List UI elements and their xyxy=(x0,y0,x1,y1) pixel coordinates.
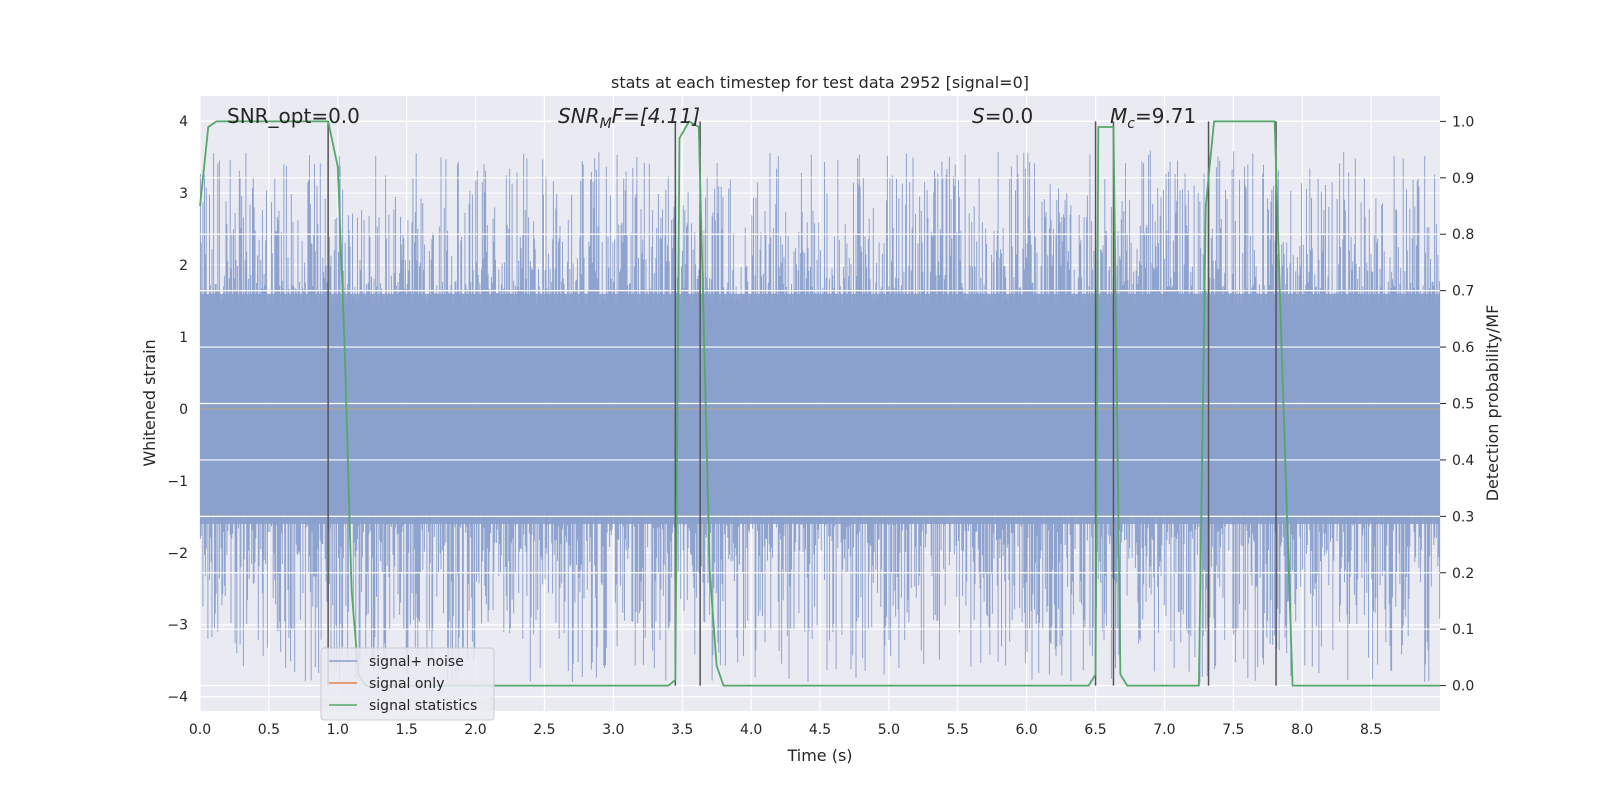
y-tick-label: 4 xyxy=(179,114,188,130)
annotation-mc-symbol: M xyxy=(1110,104,1127,128)
y-tick-label: 2 xyxy=(179,258,188,274)
y2-tick-label: 0.2 xyxy=(1452,566,1474,582)
y-tick-label: −3 xyxy=(167,618,188,634)
signal-statistics-series xyxy=(199,120,1440,687)
x-tick-label: 7.5 xyxy=(1222,722,1244,738)
signal-statistics-line xyxy=(199,120,1440,687)
y-tick-label: 3 xyxy=(179,186,188,202)
annotation-mc-subscript: c xyxy=(1127,116,1135,132)
legend-label-signal-statistics: signal statistics xyxy=(369,698,477,714)
y2-tick-labels: 1.0 0.9 0.8 0.7 0.6 0.5 0.4 0.3 0.2 0.1 0.0 xyxy=(1440,114,1474,695)
x-tick-label: 1.0 xyxy=(327,722,349,738)
annotation-snr-mf-subscript: M xyxy=(600,116,612,132)
chart-title: stats at each timestep for test data 295… xyxy=(611,73,1029,92)
y2-tick-label: 0.5 xyxy=(1452,397,1474,413)
x-tick-label: 2.0 xyxy=(464,722,486,738)
x-tick-label: 3.0 xyxy=(602,722,624,738)
legend: signal+ noise signal only signal statist… xyxy=(320,647,495,721)
annotation-s: S=0.0 xyxy=(972,104,1033,128)
y-tick-label: 0 xyxy=(179,402,188,418)
x-tick-label: 7.0 xyxy=(1153,722,1175,738)
x-tick-label: 6.0 xyxy=(1016,722,1038,738)
y2-tick-label: 0.9 xyxy=(1452,171,1474,187)
annotation-s-value: =0.0 xyxy=(985,104,1034,128)
y-tick-label: −4 xyxy=(167,690,188,706)
x-tick-label: 1.5 xyxy=(396,722,418,738)
x-tick-label: 8.5 xyxy=(1360,722,1382,738)
y-tick-label: 1 xyxy=(179,330,188,346)
y2-tick-label: 0.8 xyxy=(1452,227,1474,243)
x-tick-label: 4.5 xyxy=(809,722,831,738)
annotation-snr-mf: SNRMF=[4.11] xyxy=(558,104,700,132)
x-tick-label: 5.5 xyxy=(947,722,969,738)
annotation-snr-mf-value: F=[4.11] xyxy=(612,104,700,128)
legend-label-signal-noise: signal+ noise xyxy=(369,654,464,670)
y-tick-label: −2 xyxy=(167,546,188,562)
x-tick-label: 8.0 xyxy=(1291,722,1313,738)
x-tick-label: 2.5 xyxy=(533,722,555,738)
x-tick-label: 0.5 xyxy=(258,722,280,738)
annotation-snr-opt: SNR_opt=0.0 xyxy=(227,104,360,128)
x-tick-labels: 0.0 0.5 1.0 1.5 2.0 2.5 3.0 3.5 4.0 4.5 5.0 5.5 6.0 6… xyxy=(189,722,1382,738)
x-tick-label: 6.5 xyxy=(1084,722,1106,738)
legend-box xyxy=(320,647,495,721)
x-tick-label: 4.0 xyxy=(740,722,762,738)
vertical-markers xyxy=(327,121,1277,686)
y2-tick-label: 0.6 xyxy=(1452,340,1474,356)
y2-tick-label: 0.0 xyxy=(1452,679,1474,695)
annotation-mc: Mc=9.71 xyxy=(1110,104,1196,132)
legend-label-signal-only: signal only xyxy=(369,676,444,692)
x-tick-label: 5.0 xyxy=(878,722,900,738)
y2-axis-label: Detection probability/MF xyxy=(1483,305,1502,502)
x-tick-label: 3.5 xyxy=(671,722,693,738)
annotation-snr-mf-symbol: SNR xyxy=(558,104,600,128)
y2-gridlines xyxy=(200,120,1440,687)
annotation-mc-value: =9.71 xyxy=(1135,104,1196,128)
y2-tick-label: 1.0 xyxy=(1452,114,1474,130)
y-tick-label: −1 xyxy=(167,474,188,490)
y2-tick-label: 0.4 xyxy=(1452,453,1474,469)
y2-tick-label: 0.3 xyxy=(1452,509,1474,525)
annotation-s-symbol: S xyxy=(972,104,985,128)
y2-tick-label: 0.1 xyxy=(1452,622,1474,638)
x-tick-label: 0.0 xyxy=(189,722,211,738)
y-axis-label: Whitened strain xyxy=(140,339,159,466)
x-axis-label: Time (s) xyxy=(786,746,852,765)
y-tick-labels: 4 3 2 1 0 −1 −2 −3 −4 xyxy=(167,114,188,705)
y2-tick-label: 0.7 xyxy=(1452,284,1474,300)
